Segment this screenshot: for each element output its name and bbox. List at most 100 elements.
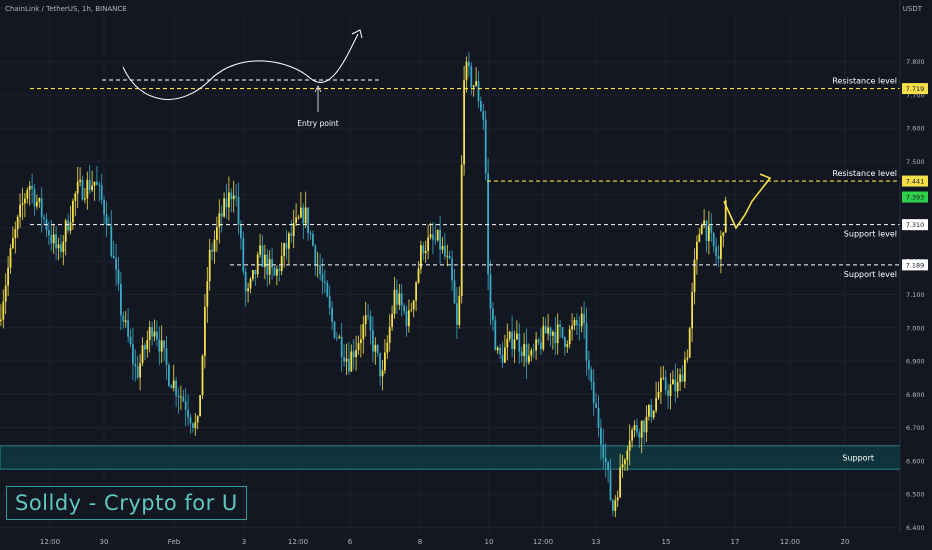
zone-label: Support <box>842 453 874 462</box>
candle-body <box>417 268 420 283</box>
candle-body <box>578 325 581 327</box>
candle-body <box>319 265 321 275</box>
candle-body <box>153 331 156 337</box>
candle-body <box>511 331 513 350</box>
candle-body <box>643 420 645 433</box>
candle-body <box>338 336 341 338</box>
x-tick-label: 13 <box>592 538 601 546</box>
candle-body <box>278 268 281 272</box>
candle-body <box>177 395 180 397</box>
x-tick-label: 17 <box>731 538 740 546</box>
candle-body <box>81 179 84 200</box>
candle-body <box>602 444 605 458</box>
candle-body <box>76 181 79 194</box>
candle-body <box>492 308 494 321</box>
candle-body <box>343 357 345 362</box>
candles <box>0 52 727 518</box>
candle-body <box>312 234 314 246</box>
candle-body <box>199 395 201 417</box>
candle-body <box>722 232 725 236</box>
projection-line <box>723 177 771 230</box>
y-tick-label: 7.800 <box>906 58 925 66</box>
candle-body <box>184 401 187 410</box>
candle-body <box>247 288 249 292</box>
candle-body <box>304 207 307 224</box>
candle-body <box>43 217 45 220</box>
candle-body <box>314 245 317 266</box>
candle-body <box>144 345 146 350</box>
x-tick-label: 12:00 <box>288 538 308 546</box>
candle-body <box>518 333 521 352</box>
price-tag-label: 7.719 <box>906 85 925 93</box>
candle-body <box>424 250 427 254</box>
candle-body <box>400 293 403 306</box>
candle-body <box>420 245 422 269</box>
candle-body <box>544 325 547 334</box>
candle-body <box>40 198 43 218</box>
candle-body <box>206 281 209 307</box>
candle-body <box>256 254 259 275</box>
candle-body <box>220 213 223 217</box>
candle-body <box>242 238 245 272</box>
y-tick-label: 7.500 <box>906 158 925 166</box>
projection-arrowhead <box>759 173 772 187</box>
x-tick-label: 12:00 <box>780 538 800 546</box>
candle-body <box>213 239 216 252</box>
candle-body <box>228 192 230 208</box>
candle-body <box>408 310 410 327</box>
candle-body <box>530 350 533 356</box>
candle-body <box>672 379 674 385</box>
candle-body <box>4 285 7 302</box>
candle-body <box>708 225 710 241</box>
candle-body <box>580 313 583 327</box>
candle-body <box>16 216 19 230</box>
candle-body <box>657 392 660 398</box>
candle-body <box>19 204 21 217</box>
candle-body <box>696 241 698 260</box>
candle-body <box>261 245 264 267</box>
candle-body <box>163 340 165 349</box>
candle-body <box>465 61 468 81</box>
candle-body <box>484 119 487 174</box>
candle-body <box>415 282 417 301</box>
candle-body <box>67 220 69 231</box>
candle-body <box>564 337 566 347</box>
candle-body <box>235 195 237 198</box>
level-label: Resistance level <box>832 77 897 86</box>
candle-body <box>345 358 348 362</box>
y-tick-label: 7.000 <box>906 324 925 332</box>
candle-body <box>432 234 434 240</box>
symbol-header: ChainLink / TetherUS, 1h, BINANCE <box>5 5 127 13</box>
candle-body <box>175 380 177 396</box>
candle-body <box>489 274 492 309</box>
candle-body <box>403 305 405 312</box>
price-tag <box>902 175 928 187</box>
candle-body <box>254 270 257 275</box>
candle-body <box>340 336 343 358</box>
candle-body <box>189 417 192 424</box>
candle-body <box>120 283 122 316</box>
candle-body <box>98 184 101 186</box>
candle-body <box>364 315 367 325</box>
candle-body <box>571 325 573 330</box>
candle-body <box>705 220 708 241</box>
candle-body <box>100 185 103 200</box>
candle-body <box>552 331 554 336</box>
candle-body <box>276 268 278 276</box>
x-tick-label: 15 <box>662 538 671 546</box>
candle-body <box>679 374 681 383</box>
candle-body <box>624 459 626 465</box>
candle-body <box>316 265 319 267</box>
candle-body <box>326 282 329 297</box>
y-tick-label: 6.700 <box>906 424 925 432</box>
support-zone <box>0 445 901 470</box>
candle-body <box>633 425 636 431</box>
candle-body <box>436 229 439 241</box>
support-zones: Support <box>0 445 901 470</box>
candle-body <box>108 225 110 226</box>
candle-body <box>379 353 381 377</box>
level-lines: Resistance level Resistance level Support … <box>30 77 900 279</box>
x-tick-label: 12:00 <box>40 538 60 546</box>
candle-body <box>559 324 561 328</box>
